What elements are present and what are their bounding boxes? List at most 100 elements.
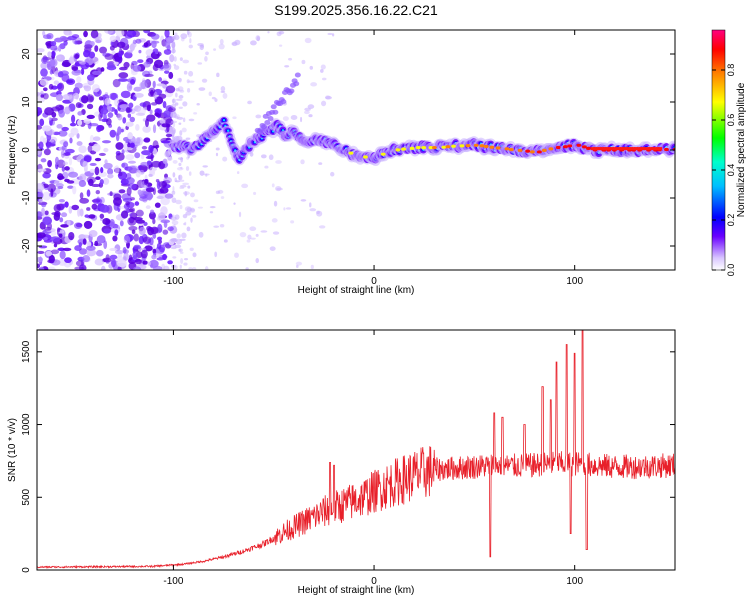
ridge-peak-cell <box>646 147 651 151</box>
heat-blob <box>150 33 160 40</box>
heat-blob <box>105 254 110 262</box>
heat-speckle <box>182 59 190 64</box>
heat-blob <box>68 56 75 65</box>
heat-speckle <box>177 157 184 160</box>
colorbar-gradient <box>711 29 726 271</box>
heat-speckle <box>205 173 208 177</box>
ridge-peak-cell <box>629 147 634 151</box>
heat-blob <box>133 86 142 92</box>
ridge-peak-cell <box>614 147 619 151</box>
heat-speckle <box>330 171 335 177</box>
heat-blob <box>60 224 69 228</box>
ridge-peak-cell <box>624 147 629 151</box>
heat-blob <box>138 49 142 54</box>
spectrogram-xlabel: Height of straight line (km) <box>298 285 415 296</box>
heat-blob <box>74 40 78 45</box>
ridge-hotspot <box>586 146 591 150</box>
heat-speckle <box>171 44 176 48</box>
heat-blob <box>55 183 64 188</box>
heat-speckle <box>295 261 303 266</box>
heat-speckle <box>250 237 256 240</box>
heat-blob <box>71 66 79 71</box>
heat-blob <box>43 226 52 231</box>
heat-blob <box>104 97 111 106</box>
ridge-hotspot <box>537 150 542 154</box>
ridge-branch-cell <box>270 104 277 110</box>
heat-blob <box>161 180 168 188</box>
heat-blob <box>103 147 109 153</box>
heat-blob <box>37 232 46 239</box>
heat-blob <box>64 106 71 115</box>
heat-blob <box>145 187 155 193</box>
heat-blob <box>141 150 152 156</box>
heat-blob <box>64 166 70 171</box>
heat-blob <box>125 146 133 151</box>
snr-line <box>37 330 675 569</box>
heat-blob <box>152 218 156 225</box>
heat-speckle <box>170 238 177 243</box>
heat-blob <box>156 180 161 190</box>
heat-blob <box>70 127 79 136</box>
ridge-hotspot <box>664 147 669 152</box>
heat-blob <box>118 72 129 79</box>
heat-speckle <box>192 252 197 258</box>
heat-blob <box>149 109 153 115</box>
heat-speckle <box>279 44 283 47</box>
heat-blob <box>61 166 66 172</box>
ridge-hotspot <box>415 146 421 150</box>
heat-blob <box>154 202 161 208</box>
heat-speckle <box>209 206 216 209</box>
ridge-peak-cell <box>626 147 631 151</box>
ridge-hotspot <box>489 145 495 149</box>
heat-blob <box>44 107 55 116</box>
heat-blob <box>152 48 159 55</box>
heat-blob <box>42 87 48 92</box>
ridge-hotspot <box>525 149 531 153</box>
heat-speckle <box>250 40 257 46</box>
heat-blob <box>166 37 173 44</box>
heat-blob <box>142 125 151 133</box>
heat-blob <box>127 165 137 174</box>
heat-blob <box>87 144 93 153</box>
heat-blob <box>143 42 149 48</box>
heat-speckle <box>219 38 224 45</box>
heat-blob <box>61 203 66 209</box>
heat-blob <box>45 250 53 257</box>
heat-blob <box>115 30 125 38</box>
heat-blob <box>57 175 65 180</box>
heat-speckle <box>179 184 187 188</box>
ridge-peak-cell <box>602 147 607 151</box>
heat-speckle <box>193 112 198 115</box>
heat-speckle <box>175 199 182 205</box>
heat-blob <box>128 102 134 109</box>
heat-blob <box>160 196 170 206</box>
ridge-peak-cell <box>600 147 605 151</box>
heat-speckle <box>182 117 186 123</box>
heat-blob <box>68 157 73 166</box>
heat-blob <box>61 61 71 68</box>
heat-speckle <box>172 98 175 104</box>
heat-speckle <box>183 70 188 75</box>
heat-blob <box>92 136 101 142</box>
heat-blob <box>125 201 130 206</box>
heat-blob <box>144 73 154 77</box>
heat-blob <box>80 95 89 104</box>
heat-speckle <box>190 217 193 223</box>
heat-blob <box>79 61 86 65</box>
heat-speckle <box>271 183 275 188</box>
heat-blob <box>133 244 141 250</box>
heat-blob <box>52 131 61 136</box>
heat-blob <box>114 165 120 174</box>
heat-blob <box>57 83 63 90</box>
heat-blob <box>77 119 83 126</box>
heat-speckle <box>185 137 191 140</box>
heat-blob <box>143 30 151 34</box>
heat-blob <box>100 265 106 270</box>
snr-frame <box>36 329 676 571</box>
snr-plot-area <box>37 330 675 570</box>
ridge-peak-cell <box>612 147 617 151</box>
heat-blob <box>128 160 136 164</box>
heat-blob <box>109 35 117 42</box>
heat-blob <box>39 266 45 270</box>
